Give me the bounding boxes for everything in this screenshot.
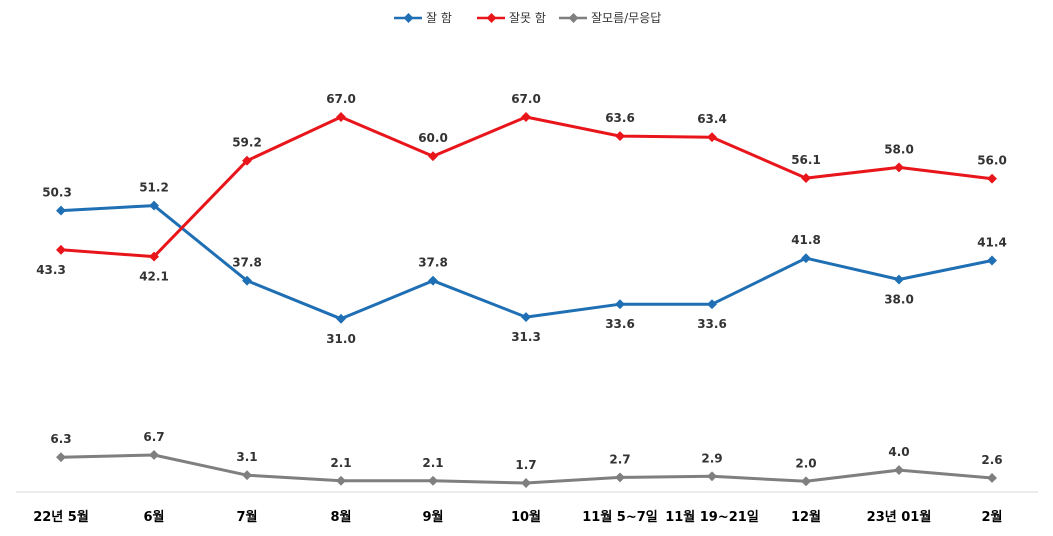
data-point-poorly (987, 173, 997, 184)
data-point-unknown (56, 452, 66, 463)
data-label-well: 31.3 (511, 330, 541, 344)
x-tick-layer: 22년 5월 6월 7월 8월 9월 10월 11월 5~7일 11월 19~21일 12월 23… (33, 509, 1002, 525)
x-tick-label: 9월 (422, 509, 443, 525)
data-label-poorly: 67.0 (326, 92, 356, 106)
legend-item-unknown: 잘모름/무응답 (559, 11, 661, 25)
data-point-unknown (894, 465, 904, 476)
data-label-poorly: 42.1 (139, 270, 169, 284)
data-label-unknown: 2.1 (422, 456, 443, 470)
data-label-well: 33.6 (605, 317, 635, 331)
data-point-well (894, 274, 904, 285)
data-label-well: 41.4 (977, 236, 1007, 250)
data-point-poorly (707, 132, 717, 143)
data-label-poorly: 58.0 (884, 142, 914, 156)
data-label-unknown: 4.0 (888, 445, 909, 459)
data-label-well: 50.3 (42, 186, 72, 200)
data-point-well (987, 255, 997, 266)
data-point-poorly (894, 162, 904, 173)
data-point-unknown (242, 470, 252, 481)
data-label-unknown: 2.7 (609, 452, 630, 466)
x-tick-label: 10월 (511, 509, 541, 525)
data-label-poorly: 56.0 (977, 154, 1007, 168)
data-point-well (521, 312, 531, 323)
data-point-poorly (336, 112, 346, 122)
data-label-poorly: 43.3 (36, 263, 66, 277)
data-point-unknown (987, 473, 997, 483)
data-point-well (615, 299, 625, 310)
data-point-unknown (428, 475, 438, 486)
data-label-unknown: 1.7 (515, 458, 536, 472)
legend-marker-unknown (568, 13, 579, 23)
data-label-poorly: 63.6 (605, 111, 635, 125)
data-label-poorly: 56.1 (791, 153, 821, 167)
data-point-well (801, 253, 811, 264)
data-label-well: 41.8 (791, 233, 821, 247)
legend-item-poorly: 잘못 함 (477, 11, 546, 25)
data-point-well (56, 205, 66, 216)
data-point-poorly (521, 112, 531, 122)
data-point-unknown (707, 471, 717, 482)
legend-label-poorly: 잘못 함 (509, 11, 546, 25)
legend: 잘 함 잘못 함 잘모름/무응답 (394, 11, 661, 25)
data-point-well (149, 200, 159, 211)
data-label-unknown: 2.6 (981, 453, 1002, 467)
legend-marker-well (403, 13, 414, 23)
x-tick-label: 6월 (143, 509, 164, 525)
x-tick-label: 12월 (791, 509, 821, 525)
data-label-unknown: 3.1 (236, 450, 257, 464)
data-label-poorly: 67.0 (511, 92, 541, 106)
x-tick-label: 23년 01월 (867, 509, 932, 525)
data-label-unknown: 2.9 (701, 451, 722, 465)
legend-label-unknown: 잘모름/무응답 (591, 11, 661, 25)
data-point-well (428, 275, 438, 286)
legend-item-well: 잘 함 (394, 11, 452, 25)
data-point-poorly (56, 244, 66, 255)
series-layer (56, 112, 997, 488)
x-tick-label: 11월 5~7일 (582, 509, 658, 525)
data-label-well: 37.8 (232, 256, 262, 270)
series-line-well (59, 204, 994, 321)
data-point-unknown (149, 450, 159, 460)
data-point-poorly (801, 173, 811, 184)
data-label-poorly: 59.2 (232, 136, 262, 150)
data-label-layer: 50.3 51.2 37.8 31.0 37.8 31.3 33.6 33.6 41.8 38.0… (36, 92, 1007, 472)
data-label-well: 37.8 (418, 256, 448, 270)
data-label-unknown: 6.3 (50, 432, 71, 446)
x-tick-label: 7월 (236, 509, 257, 525)
data-point-well (707, 299, 717, 310)
data-label-well: 31.0 (326, 332, 356, 346)
x-tick-label: 11월 19~21일 (665, 509, 759, 525)
x-tick-label: 22년 5월 (33, 509, 89, 525)
data-point-poorly (615, 131, 625, 142)
data-point-unknown (615, 472, 625, 483)
series-line-poorly (59, 115, 994, 259)
data-point-well (336, 313, 346, 324)
legend-marker-poorly (486, 13, 497, 23)
data-label-well: 51.2 (139, 181, 169, 195)
legend-label-well: 잘 함 (426, 11, 452, 25)
data-point-unknown (801, 476, 811, 487)
data-label-well: 38.0 (884, 293, 914, 307)
data-point-unknown (521, 478, 531, 488)
data-point-poorly (428, 151, 438, 162)
x-tick-label: 8월 (330, 509, 351, 525)
data-label-poorly: 60.0 (418, 131, 448, 145)
data-label-poorly: 63.4 (697, 112, 727, 126)
data-label-unknown: 6.7 (143, 430, 164, 444)
data-point-unknown (336, 475, 346, 486)
x-tick-label: 2월 (981, 509, 1002, 525)
data-label-unknown: 2.0 (795, 456, 816, 470)
data-point-well (242, 275, 252, 286)
data-label-unknown: 2.1 (330, 456, 351, 470)
data-label-well: 33.6 (697, 317, 727, 331)
